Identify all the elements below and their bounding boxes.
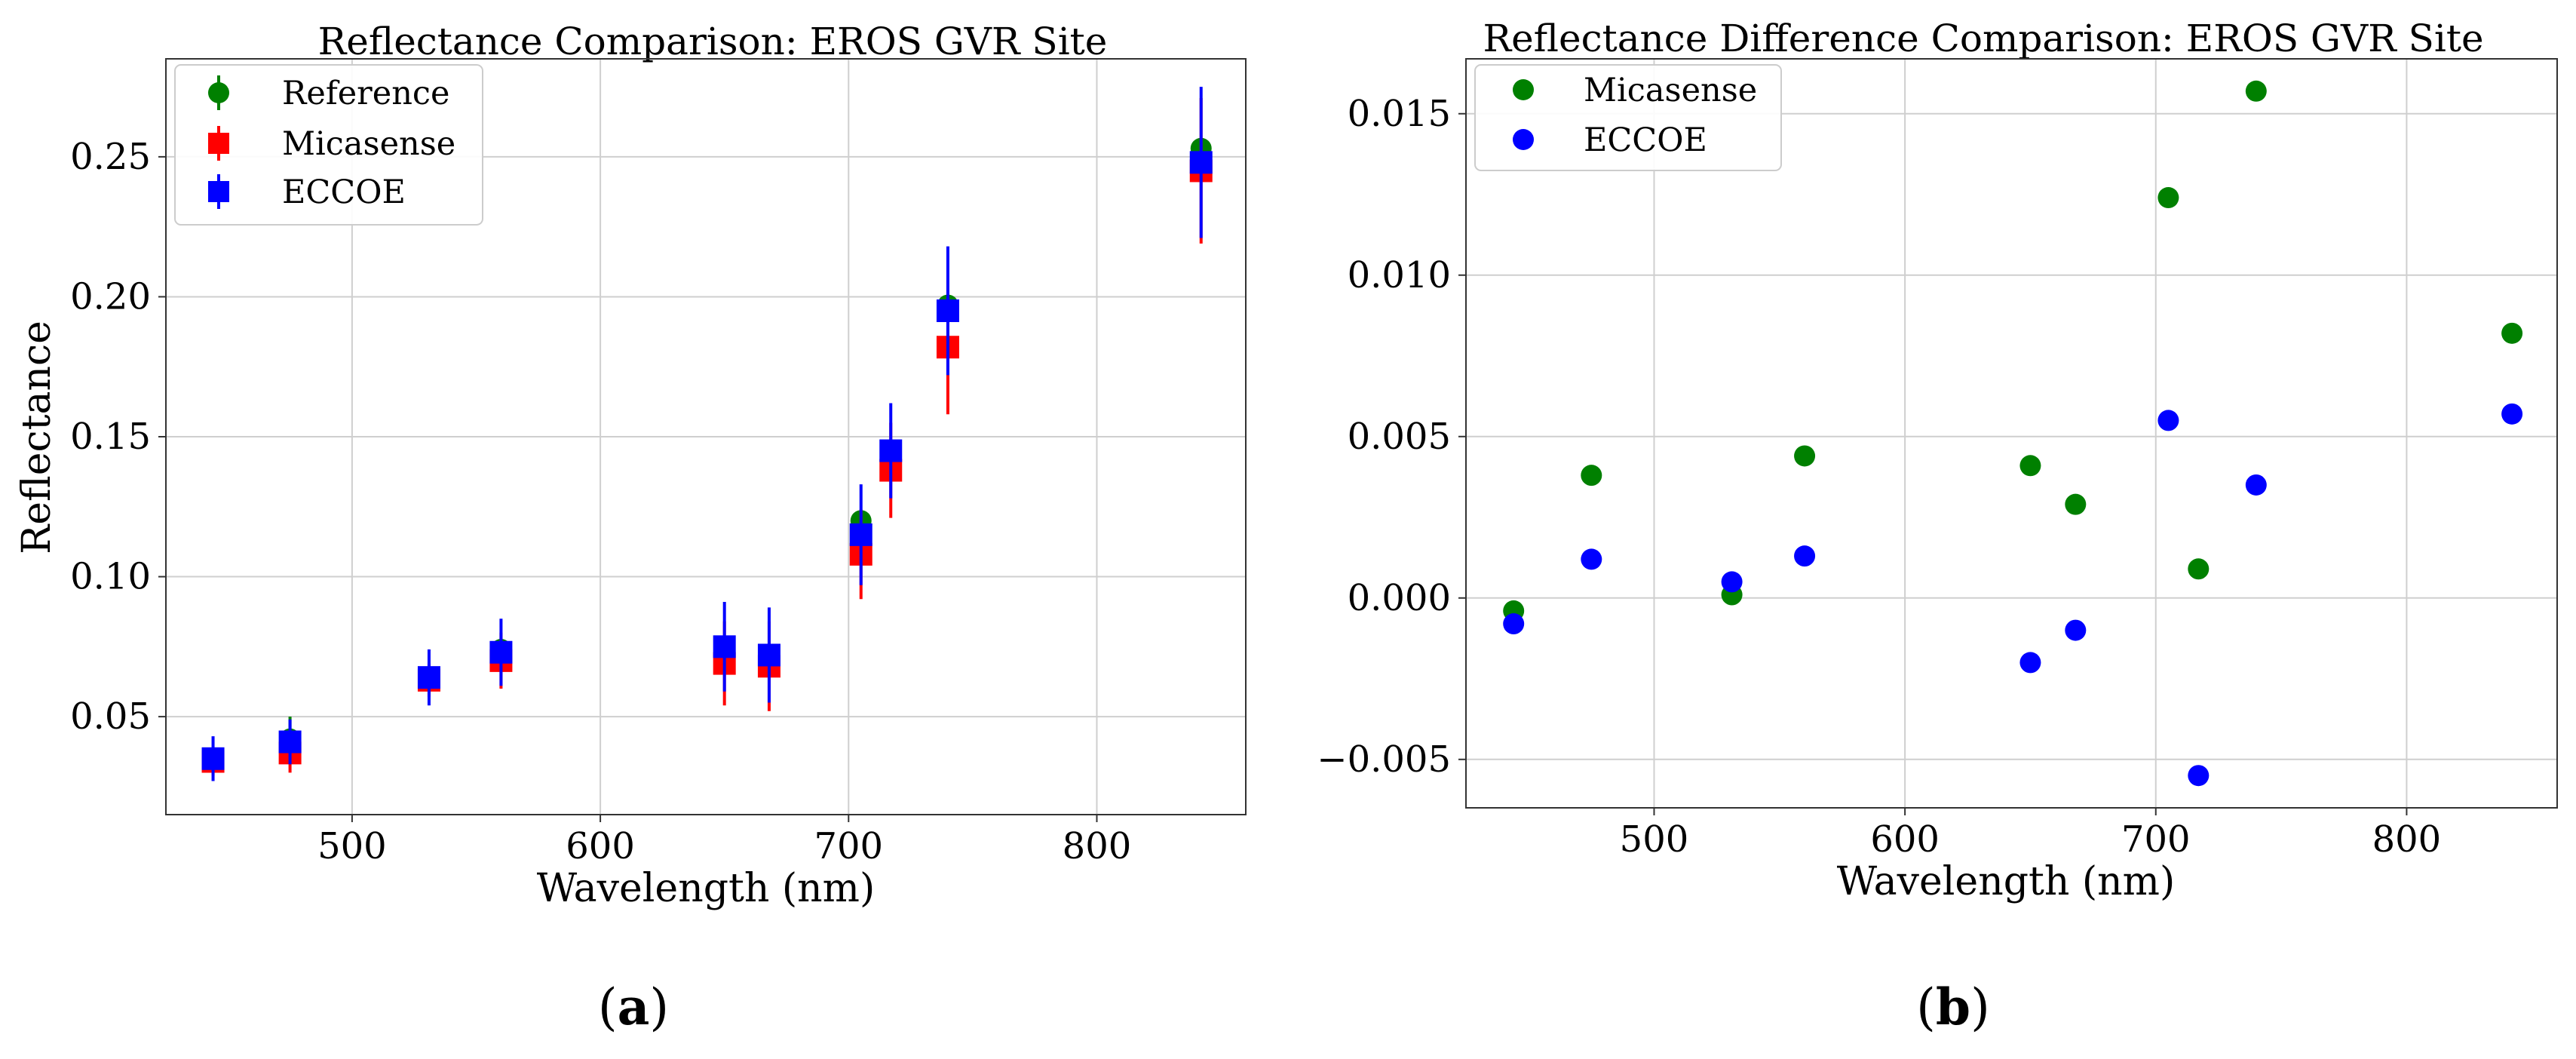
panel-a-legend-box: [174, 64, 483, 226]
eccoe-point: [417, 666, 440, 689]
legend-b-micasense-label: Micasense: [1584, 72, 1757, 109]
eccoe-point: [849, 523, 872, 546]
eccoe-point: [278, 730, 302, 754]
panel-a-ticks: 500 600 700 800 0.05 0.10 0.15 0.20 0.25: [70, 136, 1131, 867]
x-tick-label: 800: [2372, 818, 2442, 861]
eccoe-point: [757, 643, 780, 667]
panel-b-difference-chart: Reflectance Difference Comparison: EROS …: [1317, 17, 2558, 1036]
micasense-point: [2188, 558, 2210, 580]
panel-a-xlabel: Wavelength (nm): [537, 866, 876, 911]
legend-micasense-label: Micasense: [282, 125, 455, 163]
eccoe-point: [1503, 613, 1525, 635]
x-tick-label: 500: [317, 825, 387, 867]
panel-a-reflectance-chart: Reflectance Comparison: EROS GVR Site 50…: [14, 20, 1247, 1036]
eccoe-point: [201, 747, 225, 770]
panel-a-title: Reflectance Comparison: EROS GVR Site: [318, 20, 1108, 63]
x-tick-label: 600: [566, 825, 635, 867]
x-tick-label: 500: [1620, 818, 1689, 861]
eccoe-point: [1721, 571, 1743, 593]
micasense-point: [2019, 455, 2041, 477]
eccoe-point: [2065, 619, 2087, 641]
panel-b-marks: [1503, 80, 2523, 787]
y-tick-label: 0.20: [70, 275, 151, 318]
eccoe-point: [936, 299, 959, 322]
legend-micasense-marker: [208, 133, 229, 154]
micasense-point: [1581, 465, 1602, 487]
micasense-point: [2245, 80, 2267, 102]
y-tick-label: 0.10: [70, 556, 151, 598]
micasense-point: [2157, 187, 2179, 209]
legend-b-micasense-marker: [1513, 79, 1534, 100]
y-tick-label: −0.005: [1317, 738, 1451, 781]
eccoe-point: [2245, 474, 2267, 496]
legend-eccoe-label: ECCOE: [282, 173, 406, 211]
panel-a-label: (a): [598, 978, 669, 1036]
panel-b-title: Reflectance Difference Comparison: EROS …: [1483, 17, 2483, 60]
panel-a-grid: [166, 59, 1246, 815]
y-tick-label: 0.25: [70, 136, 151, 178]
eccoe-point: [489, 640, 513, 664]
x-tick-label: 600: [1870, 818, 1940, 861]
panel-b-label: (b): [1916, 978, 1990, 1036]
y-tick-label: 0.010: [1348, 254, 1451, 296]
y-tick-label: 0.000: [1348, 577, 1451, 619]
y-tick-label: 0.005: [1348, 416, 1451, 458]
x-tick-label: 700: [814, 825, 883, 867]
panel-a-ylabel: Reflectance: [14, 321, 60, 554]
panel-b-ticks: 500 600 700 800 −0.005 0.000 0.005 0.010 0.015: [1317, 93, 2441, 861]
eccoe-point: [2019, 652, 2041, 674]
eccoe-point: [2501, 403, 2523, 425]
legend-reference-label: Reference: [282, 75, 449, 112]
panel-a-letter: a: [618, 978, 650, 1036]
x-tick-label: 800: [1063, 825, 1132, 867]
legend-eccoe-marker: [208, 181, 229, 202]
eccoe-point: [2157, 410, 2179, 431]
panel-b-legend: Micasense ECCOE: [1474, 64, 1782, 171]
eccoe-point: [1581, 548, 1602, 570]
micasense-point: [1794, 445, 1816, 467]
micasense-point: [2501, 322, 2523, 344]
micasense-point: [2065, 493, 2087, 515]
panel-b-plot-frame: [1465, 58, 2558, 809]
panel-b-letter: b: [1936, 978, 1970, 1036]
eccoe-point: [879, 439, 903, 462]
legend-b-eccoe-label: ECCOE: [1584, 121, 1707, 159]
panel-a-legend: Reference Micasense ECCOE: [174, 64, 483, 226]
y-tick-label: 0.15: [70, 416, 151, 458]
panel-b-xlabel: Wavelength (nm): [1837, 859, 2176, 904]
legend-b-eccoe-marker: [1513, 129, 1534, 150]
eccoe-point: [2188, 765, 2210, 787]
x-tick-label: 700: [2121, 818, 2191, 861]
eccoe-point: [1794, 545, 1816, 567]
panel-b-legend-box: [1474, 64, 1782, 171]
y-tick-label: 0.05: [70, 695, 151, 738]
eccoe-point: [713, 635, 736, 658]
panel-a-marks: [201, 87, 1213, 781]
eccoe-point: [1189, 151, 1213, 174]
y-tick-label: 0.015: [1348, 93, 1451, 135]
legend-reference-marker: [208, 82, 229, 103]
